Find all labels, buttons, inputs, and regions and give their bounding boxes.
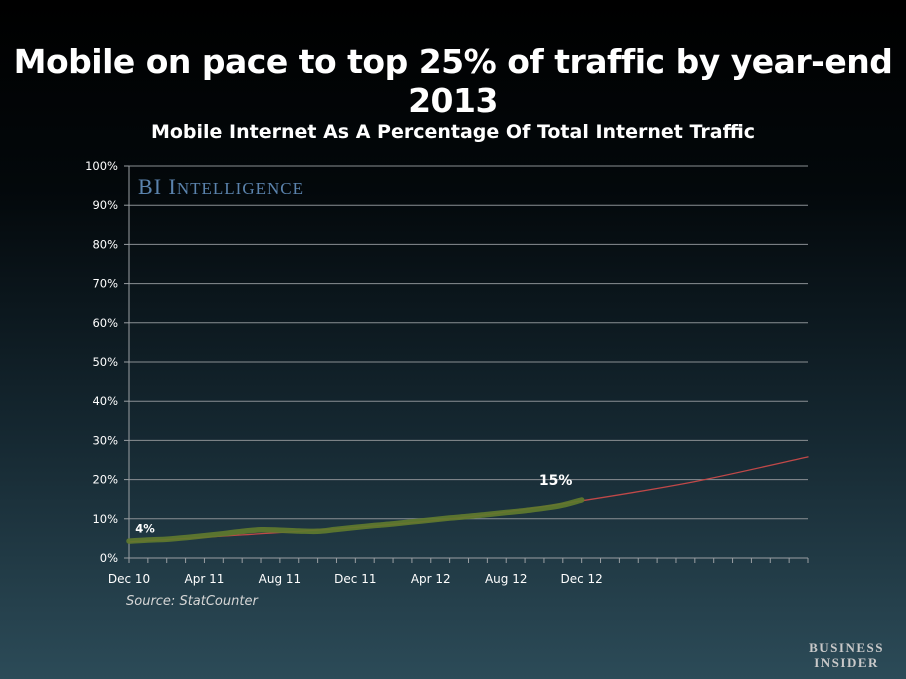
data-label: 4% [135, 521, 155, 535]
x-tick-labels: Dec 10 Apr 11 Aug 11 Dec 11 Apr 12 Aug 12 Dec … [108, 572, 603, 586]
y-tick-labels: 0% 10% 20% 30% 40% 50% 60% 70% 80% 90% 100% [85, 159, 118, 565]
slide-title: Mobile on pace to top 25% of traffic by … [13, 42, 893, 120]
x-tick-label: Apr 12 [411, 572, 451, 586]
logo-line-1: BUSINESS [809, 640, 884, 655]
y-tick-label: 0% [100, 551, 118, 565]
series [126, 456, 809, 544]
y-tick-label: 50% [92, 355, 118, 369]
bi-intelligence-watermark: BI INTELLIGENCE [138, 174, 304, 200]
x-tick-label: Dec 11 [334, 572, 376, 586]
y-tick-label: 10% [92, 512, 118, 526]
y-tick-label: 40% [92, 394, 118, 408]
logo-line-2: INSIDER [814, 655, 879, 670]
y-tick-label: 30% [92, 433, 118, 447]
chart-title: Mobile Internet As A Percentage Of Total… [150, 121, 756, 143]
watermark-text: BI INTELLIGENCE [138, 174, 304, 199]
y-tick-label: 90% [92, 198, 118, 212]
gridlines [129, 165, 808, 520]
y-tick-label: 70% [92, 277, 118, 291]
series-line-actual [126, 497, 585, 544]
y-tick-label: 60% [92, 316, 118, 330]
y-tick-label: 20% [92, 473, 118, 487]
y-tick-label: 100% [85, 159, 118, 173]
x-tick-label: Dec 12 [561, 572, 603, 586]
annotations: 4% 15% [135, 473, 572, 535]
business-insider-logo: BUSINESS INSIDER [809, 640, 884, 670]
x-tick-label: Dec 10 [108, 572, 150, 586]
x-tick-label: Aug 11 [259, 572, 302, 586]
axes [124, 165, 809, 563]
source-note: Source: StatCounter [126, 594, 258, 609]
data-label: 15% [539, 473, 573, 489]
x-tick-label: Apr 11 [185, 572, 225, 586]
y-tick-label: 80% [92, 237, 118, 251]
x-tick-label: Aug 12 [485, 572, 528, 586]
series-line-trend [128, 456, 809, 543]
